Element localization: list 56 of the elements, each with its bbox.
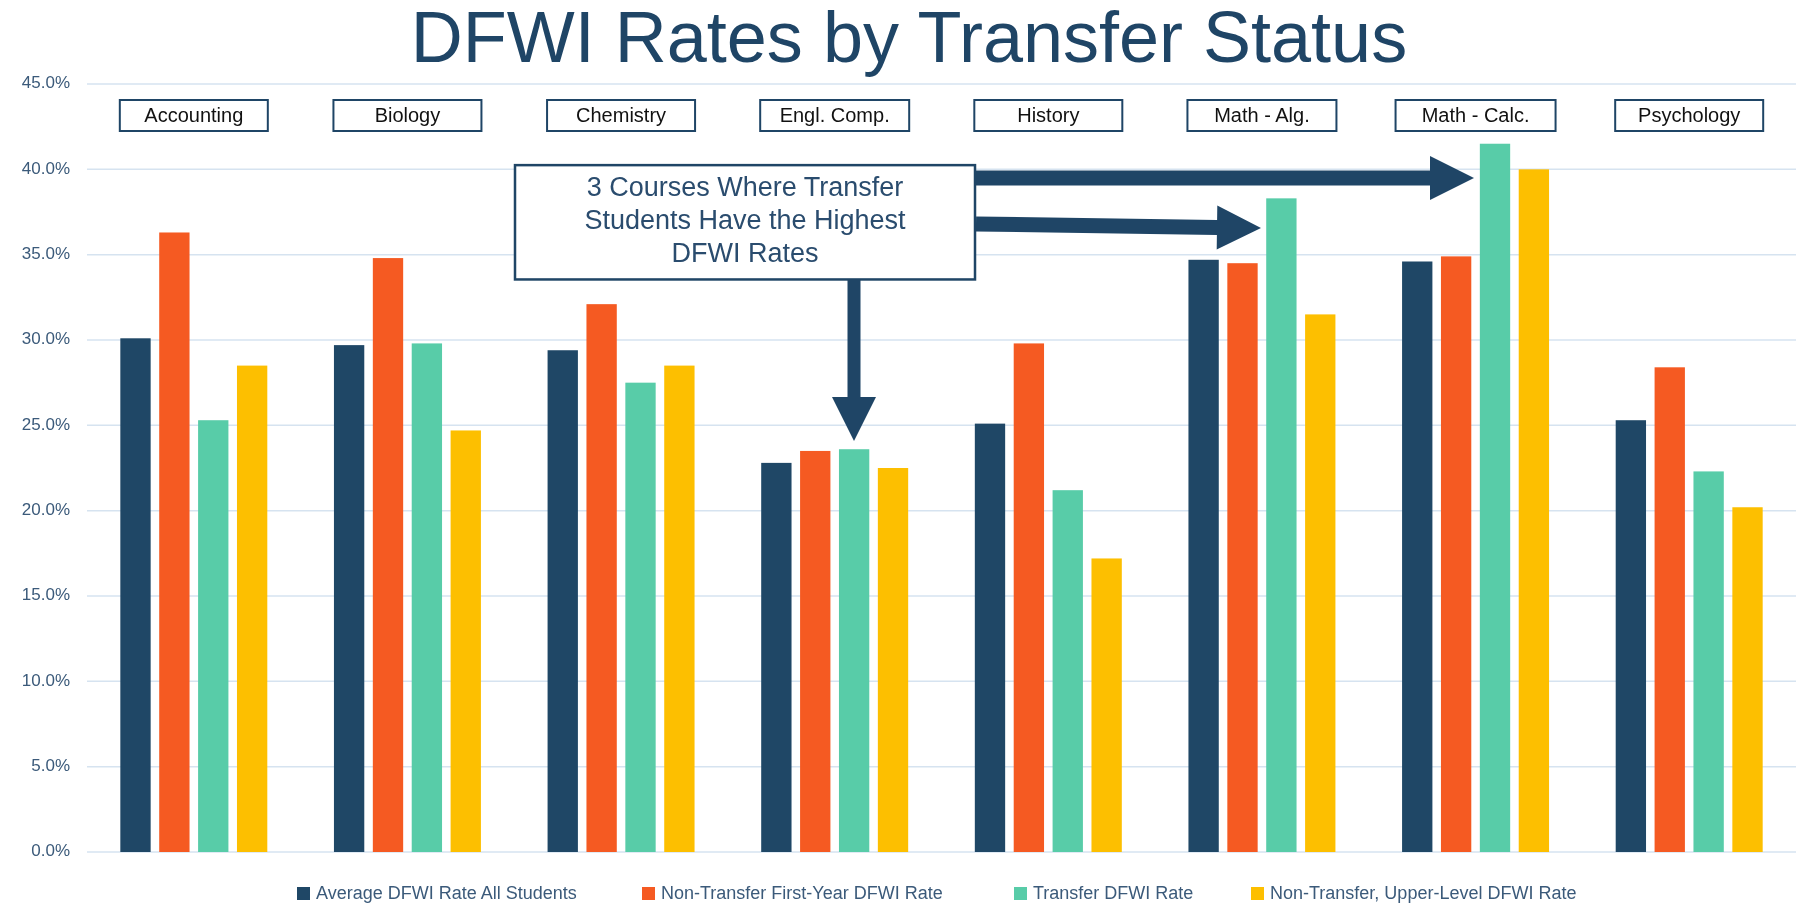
bar [547,350,578,852]
bar [1188,259,1219,852]
bar [236,365,268,852]
x-tick-label: Math - Calc. [1421,103,1530,126]
y-tick-label: 0.0% [31,841,70,861]
y-tick-label: 45.0% [21,73,70,93]
y-tick-label: 35.0% [21,244,70,264]
x-tick-label: Math - Alg. [1214,103,1310,126]
bar [1013,343,1045,852]
bar [1654,367,1685,852]
chart-title: DFWI Rates by Transfer Status [410,0,1408,77]
x-tick-label: Engl. Comp. [779,103,890,126]
bar [586,304,617,852]
legend-label: Transfer DFWI Rate [1033,882,1194,903]
bar [1052,490,1083,852]
y-tick-label: 20.0% [21,500,70,520]
y-tick-label: 5.0% [31,756,70,776]
legend-label: Non-Transfer, Upper-Level DFWI Rate [1270,882,1577,903]
bar [1518,169,1550,852]
bar [450,430,481,852]
bar [1479,143,1511,852]
bar [159,232,190,852]
bar [761,462,792,852]
bar [838,449,870,852]
y-tick-label: 10.0% [21,670,70,690]
bar [974,423,1006,852]
bar [1615,420,1647,852]
x-tick-label: Accounting [144,103,244,126]
legend-label: Average DFWI Rate All Students [316,882,577,903]
x-tick-label: Chemistry [576,103,667,126]
bar [1227,263,1258,852]
y-tick-label: 30.0% [21,329,70,349]
bar [411,343,443,852]
bar [333,345,365,852]
legend-label: Non-Transfer First-Year DFWI Rate [661,882,943,903]
annotation: 3 Courses Where Transfer Students Have the Highest DFWI Rates [584,172,907,269]
y-tick-label: 15.0% [21,585,70,605]
bar [1402,261,1433,852]
bar [1305,314,1336,852]
bar [664,365,695,852]
bar [1091,558,1122,852]
bar [1693,471,1724,852]
bar [120,338,151,852]
bar [800,450,831,852]
bar [198,420,229,852]
y-tick-label: 40.0% [21,158,70,178]
bar [877,468,909,852]
bar [625,382,656,852]
bar [1440,256,1472,852]
x-tick-label: History [1017,103,1080,126]
x-tick-label: Biology [374,103,441,126]
bar [1732,507,1763,852]
x-tick-label: Psychology [1638,103,1741,126]
y-tick-label: 25.0% [21,414,70,434]
bar [372,258,404,852]
bar [1266,198,1297,852]
